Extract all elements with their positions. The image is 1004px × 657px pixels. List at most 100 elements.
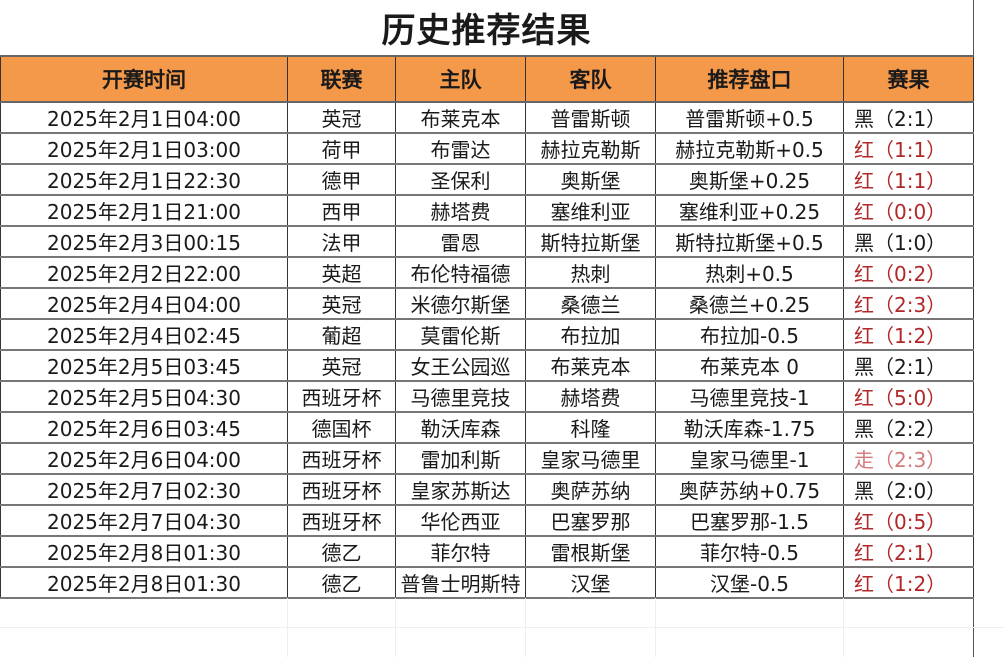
cell-league[interactable]: 西班牙杯 <box>287 380 396 413</box>
cell-away[interactable]: 科隆 <box>525 411 656 444</box>
cell-away[interactable]: 奥斯堡 <box>525 163 656 196</box>
cell-time[interactable]: 2025年2月7日04:30 <box>0 504 288 537</box>
header-league[interactable]: 联赛 <box>287 55 396 103</box>
cell-home[interactable]: 皇家苏斯达 <box>395 473 526 506</box>
cell-away[interactable]: 桑德兰 <box>525 287 656 320</box>
cell-pick[interactable]: 皇家马德里-1 <box>655 442 844 475</box>
cell-pick[interactable]: 勒沃库森-1.75 <box>655 411 844 444</box>
cell-result[interactable]: 红（1:2） <box>843 566 974 599</box>
cell-time[interactable]: 2025年2月5日03:45 <box>0 349 288 382</box>
header-time[interactable]: 开赛时间 <box>0 55 288 103</box>
cell-time[interactable]: 2025年2月7日02:30 <box>0 473 288 506</box>
cell-result[interactable]: 黑（2:1） <box>843 101 974 134</box>
cell-result[interactable]: 红（0:2） <box>843 256 974 289</box>
cell-league[interactable]: 法甲 <box>287 225 396 258</box>
cell-league[interactable]: 德乙 <box>287 535 396 568</box>
cell-league[interactable]: 西甲 <box>287 194 396 227</box>
cell-result[interactable]: 红（2:3） <box>843 287 974 320</box>
cell-time[interactable]: 2025年2月1日03:00 <box>0 132 288 165</box>
cell-pick[interactable]: 奥斯堡+0.25 <box>655 163 844 196</box>
cell-time[interactable]: 2025年2月1日21:00 <box>0 194 288 227</box>
cell-home[interactable]: 马德里竞技 <box>395 380 526 413</box>
cell-league[interactable]: 荷甲 <box>287 132 396 165</box>
cell-time[interactable]: 2025年2月8日01:30 <box>0 566 288 599</box>
header-home[interactable]: 主队 <box>395 55 526 103</box>
header-pick[interactable]: 推荐盘口 <box>655 55 844 103</box>
cell-home[interactable]: 莫雷伦斯 <box>395 318 526 351</box>
cell-league[interactable]: 西班牙杯 <box>287 442 396 475</box>
cell-league[interactable]: 葡超 <box>287 318 396 351</box>
cell-pick[interactable]: 普雷斯顿+0.5 <box>655 101 844 134</box>
cell-league[interactable]: 德甲 <box>287 163 396 196</box>
cell-home[interactable]: 女王公园巡 <box>395 349 526 382</box>
cell-league[interactable]: 西班牙杯 <box>287 473 396 506</box>
cell-away[interactable]: 赫塔费 <box>525 380 656 413</box>
cell-result[interactable]: 黑（2:1） <box>843 349 974 382</box>
cell-result[interactable]: 红（1:1） <box>843 132 974 165</box>
cell-league[interactable]: 德乙 <box>287 566 396 599</box>
cell-time[interactable]: 2025年2月5日04:30 <box>0 380 288 413</box>
cell-result[interactable]: 红（5:0） <box>843 380 974 413</box>
cell-pick[interactable]: 热刺+0.5 <box>655 256 844 289</box>
cell-away[interactable]: 雷根斯堡 <box>525 535 656 568</box>
cell-home[interactable]: 华伦西亚 <box>395 504 526 537</box>
cell-pick[interactable]: 巴塞罗那-1.5 <box>655 504 844 537</box>
cell-home[interactable]: 布莱克本 <box>395 101 526 134</box>
cell-time[interactable]: 2025年2月2日22:00 <box>0 256 288 289</box>
cell-away[interactable]: 布莱克本 <box>525 349 656 382</box>
cell-pick[interactable]: 布拉加-0.5 <box>655 318 844 351</box>
cell-home[interactable]: 普鲁士明斯特 <box>395 566 526 599</box>
cell-away[interactable]: 塞维利亚 <box>525 194 656 227</box>
cell-result[interactable]: 黑（1:0） <box>843 225 974 258</box>
cell-result[interactable]: 黑（2:2） <box>843 411 974 444</box>
cell-home[interactable]: 雷加利斯 <box>395 442 526 475</box>
cell-away[interactable]: 巴塞罗那 <box>525 504 656 537</box>
cell-pick[interactable]: 马德里竞技-1 <box>655 380 844 413</box>
cell-home[interactable]: 勒沃库森 <box>395 411 526 444</box>
cell-pick[interactable]: 桑德兰+0.25 <box>655 287 844 320</box>
cell-pick[interactable]: 奥萨苏纳+0.75 <box>655 473 844 506</box>
cell-time[interactable]: 2025年2月8日01:30 <box>0 535 288 568</box>
cell-away[interactable]: 赫拉克勒斯 <box>525 132 656 165</box>
header-result[interactable]: 赛果 <box>843 55 974 103</box>
cell-home[interactable]: 圣保利 <box>395 163 526 196</box>
cell-result[interactable]: 红（0:0） <box>843 194 974 227</box>
cell-league[interactable]: 西班牙杯 <box>287 504 396 537</box>
cell-away[interactable]: 奥萨苏纳 <box>525 473 656 506</box>
cell-pick[interactable]: 塞维利亚+0.25 <box>655 194 844 227</box>
cell-away[interactable]: 普雷斯顿 <box>525 101 656 134</box>
cell-away[interactable]: 皇家马德里 <box>525 442 656 475</box>
cell-time[interactable]: 2025年2月6日04:00 <box>0 442 288 475</box>
cell-result[interactable]: 黑（2:0） <box>843 473 974 506</box>
cell-result[interactable]: 红（0:5） <box>843 504 974 537</box>
cell-league[interactable]: 英超 <box>287 256 396 289</box>
cell-home[interactable]: 米德尔斯堡 <box>395 287 526 320</box>
cell-away[interactable]: 布拉加 <box>525 318 656 351</box>
cell-time[interactable]: 2025年2月6日03:45 <box>0 411 288 444</box>
cell-time[interactable]: 2025年2月4日02:45 <box>0 318 288 351</box>
cell-result[interactable]: 走（2:3） <box>843 442 974 475</box>
cell-pick[interactable]: 斯特拉斯堡+0.5 <box>655 225 844 258</box>
cell-home[interactable]: 布雷达 <box>395 132 526 165</box>
cell-away[interactable]: 汉堡 <box>525 566 656 599</box>
cell-result[interactable]: 红（1:1） <box>843 163 974 196</box>
cell-pick[interactable]: 赫拉克勒斯+0.5 <box>655 132 844 165</box>
cell-time[interactable]: 2025年2月3日00:15 <box>0 225 288 258</box>
cell-pick[interactable]: 汉堡-0.5 <box>655 566 844 599</box>
cell-league[interactable]: 英冠 <box>287 101 396 134</box>
cell-away[interactable]: 热刺 <box>525 256 656 289</box>
cell-time[interactable]: 2025年2月1日04:00 <box>0 101 288 134</box>
cell-league[interactable]: 德国杯 <box>287 411 396 444</box>
cell-result[interactable]: 红（1:2） <box>843 318 974 351</box>
cell-time[interactable]: 2025年2月1日22:30 <box>0 163 288 196</box>
header-away[interactable]: 客队 <box>525 55 656 103</box>
cell-pick[interactable]: 菲尔特-0.5 <box>655 535 844 568</box>
cell-pick[interactable]: 布莱克本 0 <box>655 349 844 382</box>
cell-time[interactable]: 2025年2月4日04:00 <box>0 287 288 320</box>
cell-league[interactable]: 英冠 <box>287 287 396 320</box>
cell-away[interactable]: 斯特拉斯堡 <box>525 225 656 258</box>
cell-home[interactable]: 菲尔特 <box>395 535 526 568</box>
cell-home[interactable]: 布伦特福德 <box>395 256 526 289</box>
cell-league[interactable]: 英冠 <box>287 349 396 382</box>
cell-result[interactable]: 红（2:1） <box>843 535 974 568</box>
